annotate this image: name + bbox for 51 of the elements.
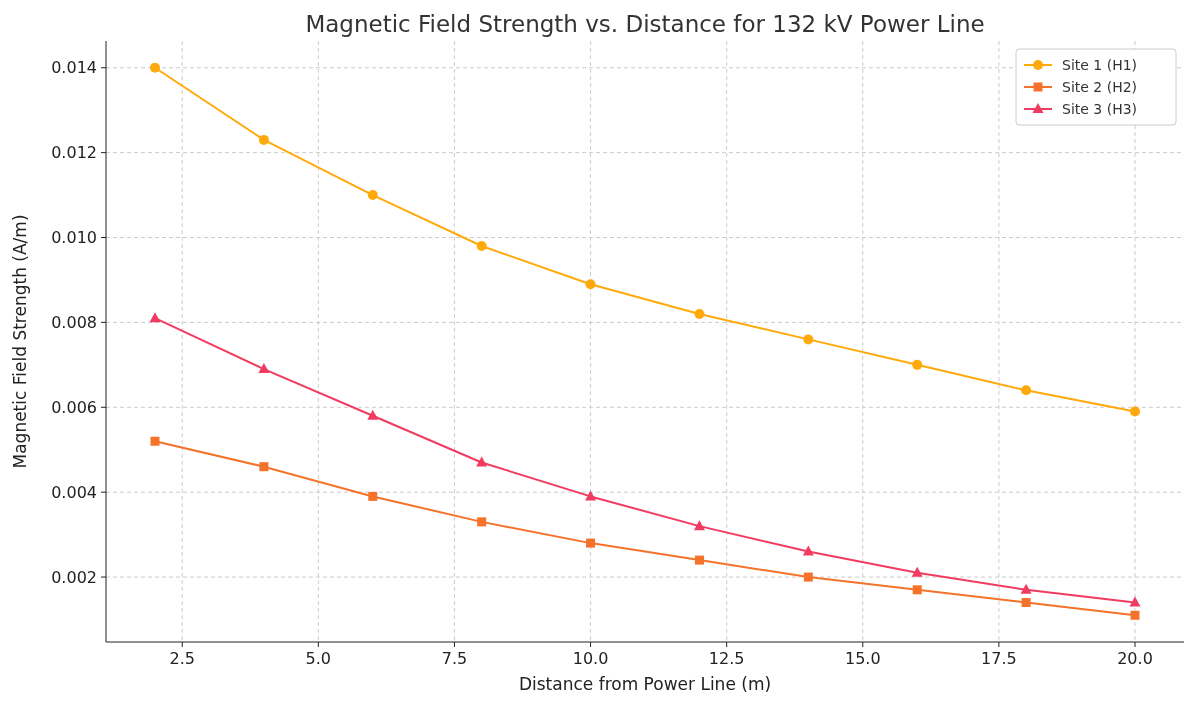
point [1021,385,1032,396]
point [693,520,705,531]
x-axis-title: Distance from Power Line (m) [518,674,772,694]
point [150,62,160,73]
point [150,436,160,446]
point [1130,610,1140,620]
y-tick-label: 0.006 [51,397,97,417]
x-tick-label: 12.5 [708,649,745,668]
x-tick-label: 17.5 [981,649,1017,668]
x-tick-label: 20.0 [1117,649,1153,668]
point [911,566,923,577]
x-tick-label: 7.5 [441,649,468,668]
point [585,279,596,290]
y-tick-label: 0.008 [51,313,97,332]
point [1020,583,1032,594]
point [586,538,596,548]
y-tick-label: 0.002 [51,567,97,587]
point [803,572,813,582]
point [477,517,487,527]
point [476,241,487,251]
point [1129,596,1141,607]
point [368,491,378,501]
y-tick-label: 0.010 [51,228,97,248]
point [1130,406,1140,417]
point [585,490,597,501]
point [912,359,923,370]
chart-title: Magnetic Field Strength vs. Distance for 132 kV Power Line [305,11,985,37]
point [149,312,161,323]
y-tick-label: 0.004 [51,482,97,502]
point [367,409,379,420]
legend-label: Site 3 (H3) [1062,100,1138,117]
point [803,334,814,345]
point [258,134,269,145]
x-tick-label: 2.5 [169,649,195,668]
x-tick-label: 15.0 [844,649,881,668]
point [694,308,705,319]
legend-label: Site 1 (H1) [1062,56,1138,73]
point [802,545,814,556]
point [259,462,269,472]
x-tick-label: 10.0 [572,649,609,668]
x-tick-label: 5.0 [305,649,332,668]
y-axis-title: Magnetic Field Strength (A/m) [10,214,30,469]
legend-label: Site 2 (H2) [1062,78,1138,95]
point [1021,598,1031,608]
point [258,363,270,374]
point [476,456,488,467]
point [912,585,922,595]
y-tick-label: 0.012 [51,143,97,163]
y-tick-label: 0.014 [51,58,97,78]
point [367,190,378,201]
point [694,555,704,565]
